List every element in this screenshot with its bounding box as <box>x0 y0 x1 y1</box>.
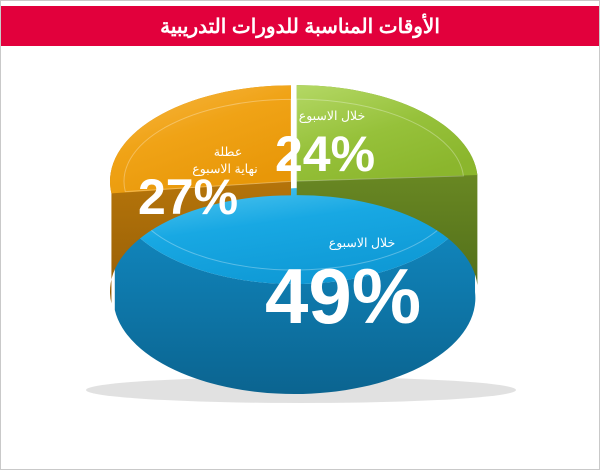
svg-text:عطلة: عطلة <box>214 145 243 159</box>
svg-text:خلال الاسبوع: خلال الاسبوع <box>299 109 366 124</box>
svg-text:24%: 24% <box>275 126 375 182</box>
svg-text:49%: 49% <box>265 252 421 340</box>
svg-text:27%: 27% <box>138 169 238 225</box>
svg-text:خلال الاسبوع: خلال الاسبوع <box>329 236 396 251</box>
